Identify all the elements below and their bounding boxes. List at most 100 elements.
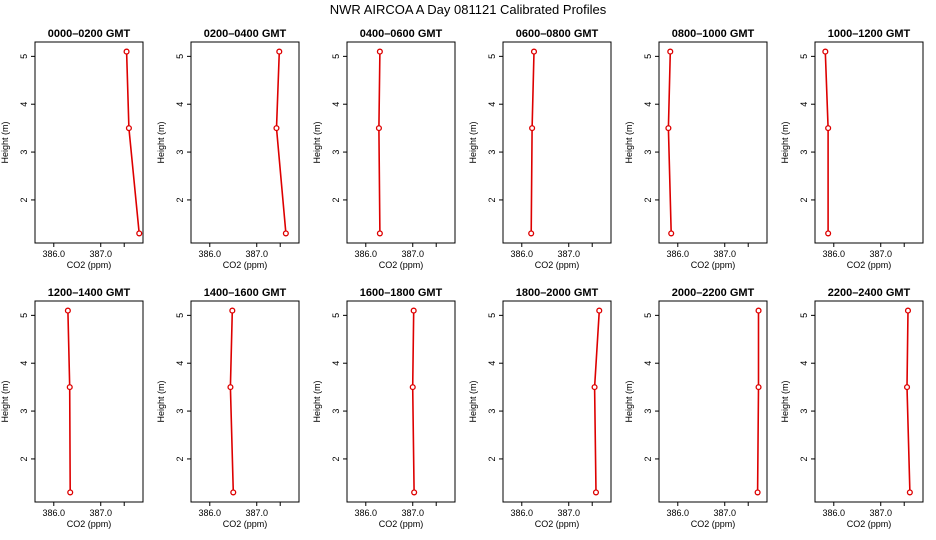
y-tick-label: 3	[487, 150, 497, 155]
x-axis-label: CO2 (ppm)	[379, 260, 424, 270]
panel-title: 0400–0600 GMT	[360, 28, 443, 40]
panel-title: 2200–2400 GMT	[828, 287, 911, 299]
y-axis-label: Height (m)	[780, 380, 790, 422]
panel-title: 1400–1600 GMT	[204, 287, 287, 299]
y-tick-label: 5	[799, 54, 809, 59]
profile-line	[275, 51, 287, 234]
data-point	[273, 125, 280, 132]
data-point	[282, 230, 289, 237]
data-point	[904, 307, 912, 314]
y-tick-label: 5	[331, 313, 341, 318]
y-tick-label: 3	[799, 150, 809, 155]
data-point	[825, 125, 832, 132]
data-point	[825, 230, 832, 237]
x-axis-label: CO2 (ppm)	[379, 519, 424, 529]
data-point	[376, 230, 383, 237]
data-point	[230, 489, 237, 496]
data-point	[667, 48, 674, 55]
y-axis-label: Height (m)	[624, 121, 634, 163]
x-tick-label: 387.0	[557, 508, 580, 518]
y-tick-label: 3	[643, 150, 653, 155]
data-point	[125, 125, 132, 132]
x-tick-label: 387.0	[869, 249, 892, 259]
x-tick-label: 387.0	[869, 508, 892, 518]
data-point	[67, 489, 74, 496]
panel-title: 1600–1800 GMT	[360, 287, 443, 299]
data-point	[276, 48, 283, 55]
x-axis-label: CO2 (ppm)	[223, 519, 268, 529]
data-point	[409, 384, 416, 391]
x-tick-label: 387.0	[245, 508, 268, 518]
plot-frame	[190, 300, 300, 503]
x-axis-label: CO2 (ppm)	[535, 519, 580, 529]
x-tick-label: 387.0	[89, 508, 112, 518]
data-point	[591, 384, 598, 391]
y-axis-label: Height (m)	[468, 121, 478, 163]
x-tick-label: 387.0	[713, 508, 736, 518]
y-axis-label: Height (m)	[624, 380, 634, 422]
x-axis-label: CO2 (ppm)	[691, 519, 736, 529]
x-tick-label: 387.0	[89, 249, 112, 259]
x-tick-label: 386.0	[355, 508, 378, 518]
y-tick-label: 2	[487, 197, 497, 202]
y-tick-label: 4	[175, 102, 185, 107]
plot-frame	[34, 300, 144, 503]
plot-frame	[658, 41, 768, 244]
panel-title: 2000–2200 GMT	[672, 287, 755, 299]
plot-frame	[34, 41, 144, 244]
y-tick-label: 3	[331, 409, 341, 414]
y-tick-label: 3	[19, 150, 29, 155]
x-tick-label: 386.0	[43, 249, 66, 259]
data-point	[136, 230, 143, 237]
y-axis-label: Height (m)	[312, 121, 322, 163]
y-tick-label: 3	[799, 409, 809, 414]
plot-frame	[346, 300, 456, 503]
data-point	[668, 230, 675, 237]
profile-line	[67, 310, 71, 493]
y-tick-label: 5	[331, 54, 341, 59]
x-axis-label: CO2 (ppm)	[223, 260, 268, 270]
y-tick-label: 3	[487, 409, 497, 414]
y-tick-label: 4	[331, 361, 341, 366]
y-tick-label: 4	[487, 102, 497, 107]
y-tick-label: 2	[175, 197, 185, 202]
data-point	[66, 384, 73, 391]
y-tick-label: 5	[175, 313, 185, 318]
y-tick-label: 2	[643, 456, 653, 461]
x-tick-label: 386.0	[823, 249, 846, 259]
data-point	[906, 489, 913, 496]
x-tick-label: 386.0	[199, 508, 222, 518]
y-tick-label: 2	[175, 456, 185, 461]
x-axis-label: CO2 (ppm)	[535, 260, 580, 270]
profile-line	[530, 51, 535, 234]
x-tick-label: 386.0	[355, 249, 378, 259]
panel-title: 0800–1000 GMT	[672, 28, 755, 40]
y-tick-label: 2	[487, 456, 497, 461]
x-tick-label: 386.0	[823, 508, 846, 518]
plot-frame	[814, 300, 924, 503]
y-tick-label: 2	[799, 456, 809, 461]
profile-line	[906, 310, 911, 493]
data-point	[227, 384, 234, 391]
y-tick-label: 4	[175, 361, 185, 366]
profile-line	[593, 310, 601, 493]
data-point	[123, 48, 130, 55]
x-tick-label: 386.0	[199, 249, 222, 259]
profile-line	[125, 51, 140, 234]
y-axis-label: Height (m)	[156, 121, 166, 163]
y-tick-label: 2	[331, 197, 341, 202]
y-tick-label: 4	[799, 102, 809, 107]
y-tick-label: 5	[643, 313, 653, 318]
plot-frame	[346, 41, 456, 244]
y-tick-label: 4	[643, 102, 653, 107]
y-tick-label: 5	[799, 313, 809, 318]
x-axis-label: CO2 (ppm)	[691, 260, 736, 270]
